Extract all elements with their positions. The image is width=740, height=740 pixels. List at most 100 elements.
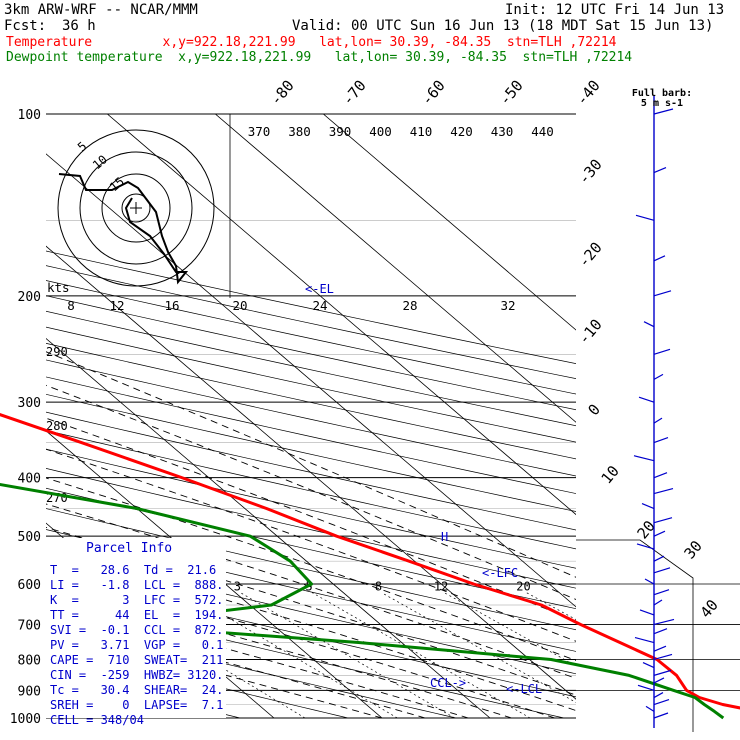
wind-barb <box>634 636 655 644</box>
hodo-speed-label: 16 <box>164 298 179 313</box>
theta-label: 430 <box>491 124 514 139</box>
wind-barb <box>653 530 666 537</box>
mixing-ratio-label: 8 <box>375 580 382 594</box>
hodo-ring <box>101 173 171 243</box>
theta-label: 440 <box>531 124 554 139</box>
h-label: H <box>441 530 448 544</box>
hodo-speed-label: 32 <box>500 298 515 313</box>
wind-barb <box>653 567 671 574</box>
mixing-ratio-line <box>443 592 576 667</box>
isotherm-label: 0 <box>584 401 604 419</box>
wind-barb <box>653 698 670 706</box>
wind-barb <box>653 692 664 699</box>
isotherm-label: -40 <box>573 77 604 109</box>
theta-left-label: 290 <box>46 345 68 359</box>
isotherm-label: -70 <box>339 77 370 109</box>
isotherm-label: -50 <box>496 77 527 109</box>
hodo-ring <box>57 129 215 287</box>
isotherm <box>107 114 576 516</box>
wind-barb <box>653 437 669 444</box>
parcel-info-bg <box>46 538 226 718</box>
wind-barb <box>653 472 668 479</box>
parcel-info-row: TT = 44 EL = 194. <box>50 608 223 622</box>
barb-legend-title: Full barb: <box>632 88 692 99</box>
wind-barb <box>653 290 672 297</box>
hodo-speed-label: 24 <box>312 298 327 313</box>
pressure-label-900: 900 <box>18 684 41 699</box>
wind-barb <box>653 712 669 719</box>
theta-label: 370 <box>248 124 271 139</box>
isotherm <box>46 430 383 718</box>
isotherm <box>46 337 491 718</box>
dry-adiabat <box>46 295 576 411</box>
wind-barb <box>653 628 668 635</box>
wind-barb <box>653 653 673 661</box>
parcel-info-title: Parcel Info <box>86 541 172 556</box>
dry-adiabat <box>46 448 576 569</box>
wind-barb <box>636 543 655 550</box>
hodo-speed-label: kts <box>47 280 70 295</box>
hodo-ring-label: 10 <box>90 152 110 172</box>
parcel-info-row: LI = -1.8 LCL = 888. <box>50 578 223 592</box>
mixing-ratio-line <box>311 592 531 718</box>
wind-barb <box>653 555 665 562</box>
wind-barb <box>653 517 673 524</box>
wind-barb <box>643 321 655 328</box>
pressure-label-500: 500 <box>18 530 41 545</box>
hodo-speed-label: 28 <box>402 298 417 313</box>
wind-barb <box>639 609 655 616</box>
mixing-ratio-line <box>240 592 455 718</box>
isotherm-label: 20 <box>633 517 658 542</box>
lfc-label: <-LFC <box>482 566 518 580</box>
parcel-info-row: PV = 3.71 VGP = 0.1 <box>50 638 223 652</box>
hodo-trace <box>58 173 189 285</box>
wind-barb <box>653 373 664 380</box>
parcel-info-row: Tc = 30.4 SHEAR= 24. <box>50 683 223 697</box>
wind-barb <box>653 589 670 596</box>
pressure-label-700: 700 <box>18 618 41 633</box>
barb-legend-value: 5 m s-1 <box>641 98 683 109</box>
isotherm <box>215 114 576 423</box>
hodo-speed-label: 20 <box>232 298 247 313</box>
pressure-label-1000: 1000 <box>10 712 41 727</box>
theta-left-label: 280 <box>46 419 68 433</box>
isotherm-label: 40 <box>696 596 721 621</box>
dry-adiabat <box>46 487 576 610</box>
theta-label: 400 <box>369 124 392 139</box>
parcel-info-row: T = 28.6 Td = 21.6 <box>50 563 216 577</box>
isotherm-label: -20 <box>575 239 606 271</box>
forecast-label: Fcst: <box>4 18 47 34</box>
valid-time: Valid: 00 UTC Sun 16 Jun 13 (18 MDT Sat … <box>292 18 714 34</box>
wind-barb <box>644 578 655 585</box>
wind-barb <box>637 684 655 691</box>
wind-barb <box>653 487 674 495</box>
isotherm-label: -60 <box>418 77 449 109</box>
el-label: <-EL <box>305 282 334 296</box>
mixing-ratio-label: 3 <box>234 580 241 594</box>
wind-barb <box>638 396 655 403</box>
dry-adiabat <box>46 250 576 364</box>
lcl-label: <-LCL <box>506 682 542 696</box>
wind-barb <box>653 348 671 355</box>
wind-barb <box>653 108 674 115</box>
theta-label: 390 <box>329 124 352 139</box>
pressure-label-100: 100 <box>18 108 41 123</box>
dry-adiabat <box>46 265 576 380</box>
wind-barb <box>653 645 667 652</box>
mixing-ratio-label: 12 <box>434 580 448 594</box>
wind-barb <box>653 166 667 174</box>
isotherm <box>323 114 576 331</box>
moist-adiabat <box>46 599 469 718</box>
dry-adiabat <box>46 468 576 589</box>
isotherm <box>46 245 576 700</box>
pressure-label-800: 800 <box>18 653 41 668</box>
pressure-label-400: 400 <box>18 472 41 487</box>
theta-label: 420 <box>450 124 473 139</box>
temperature-trace <box>0 413 740 710</box>
isotherm-label: 30 <box>680 537 705 562</box>
theta-label: 410 <box>410 124 433 139</box>
hodo-ring <box>79 151 193 265</box>
wind-barb <box>653 669 672 676</box>
